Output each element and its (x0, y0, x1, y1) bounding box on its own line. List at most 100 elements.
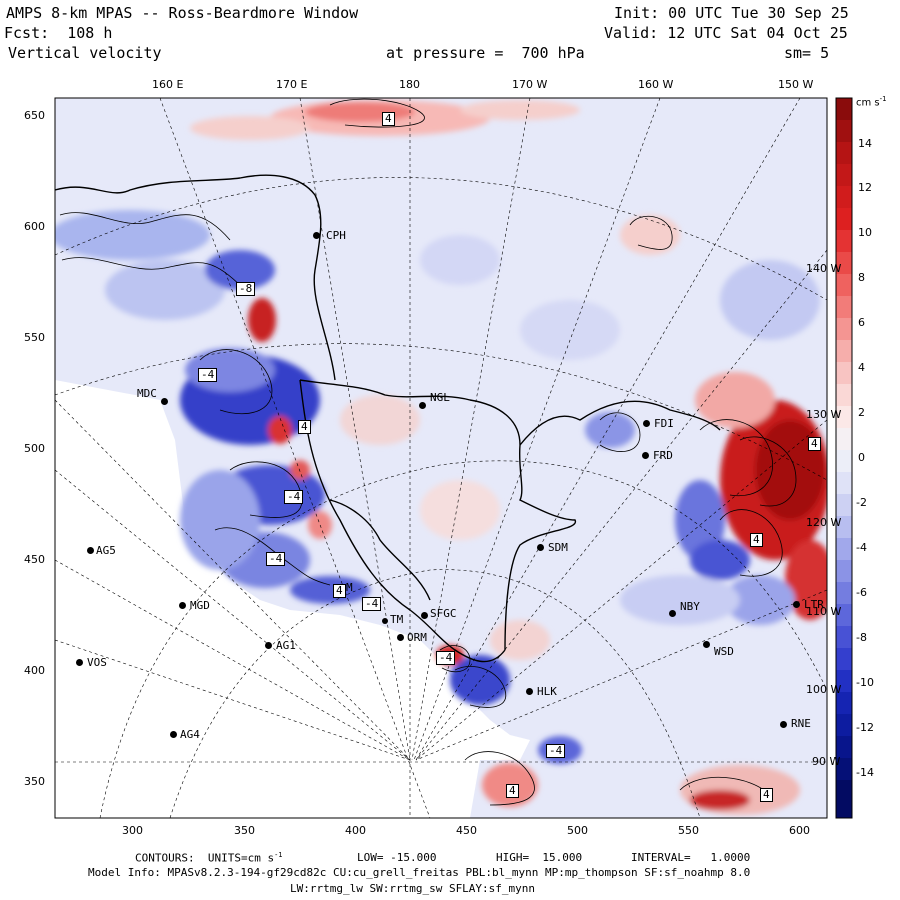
contours-low: LOW= -15.000 (357, 851, 437, 864)
colorbar-tick: -2 (856, 496, 867, 509)
station-label: SFGC (430, 607, 457, 620)
station-label: CPH (326, 229, 346, 242)
station-dot (780, 721, 787, 728)
station-label: LTR (804, 598, 824, 611)
station-dot (793, 601, 800, 608)
station-dot (382, 618, 388, 624)
station-label: HLK (537, 685, 557, 698)
station-label: VOS (87, 656, 107, 669)
bottom-axis-label: 400 (345, 824, 366, 837)
bottom-axis-label: 600 (789, 824, 810, 837)
no-data-region (55, 380, 530, 818)
contour-label: 4 (808, 437, 821, 451)
colorbar-tick: 0 (858, 451, 865, 464)
right-lon-label: 120 W (806, 516, 842, 529)
right-lon-label: 130 W (806, 408, 842, 421)
bottom-axis-label: 350 (234, 824, 255, 837)
station-dot (419, 402, 426, 409)
station-dot (313, 232, 320, 239)
bottom-axis-label: 500 (567, 824, 588, 837)
right-lon-label: 110 W (806, 605, 842, 618)
station-label: MDC (137, 387, 157, 400)
contour-label: -4 (362, 597, 382, 611)
colorbar-tick: 14 (858, 137, 872, 150)
plot-frame (54, 97, 828, 819)
station-dot (643, 420, 650, 427)
bottom-axis-label: 450 (456, 824, 477, 837)
right-lon-label: 100 W (806, 683, 842, 696)
colorbar-units: cm s-1 (856, 95, 887, 109)
colorbar-tick: -12 (856, 721, 874, 734)
top-axis-label: 180 (399, 78, 420, 91)
colorbar-tick: -14 (856, 766, 874, 779)
station-dot (179, 602, 186, 609)
contour-label: -4 (198, 368, 218, 382)
colorbar-tick: 10 (858, 226, 872, 239)
left-axis-label: 500 (24, 442, 45, 455)
top-axis-label: 150 W (778, 78, 814, 91)
model-info: Model Info: MPASv8.2.3-194-gf29cd82c CU:… (88, 866, 751, 879)
station-label: AG4 (180, 728, 200, 741)
colorbar-tick: -4 (856, 541, 867, 554)
left-axis-label: 400 (24, 664, 45, 677)
station-label: TM (390, 613, 404, 626)
station-dot (642, 452, 649, 459)
station-label: NGL (430, 391, 450, 404)
colorbar-tick: -8 (856, 631, 867, 644)
top-axis-label: 160 W (638, 78, 674, 91)
smoothing: sm= 5 (784, 44, 830, 62)
top-axis-label: 170 W (512, 78, 548, 91)
contour-label: -4 (546, 744, 566, 758)
station-label: AG5 (96, 544, 116, 557)
field-name: Vertical velocity (8, 44, 162, 62)
station-dot (669, 610, 676, 617)
station-label: AG1 (276, 639, 296, 652)
colorbar-tick: 2 (858, 406, 865, 419)
station-dot (526, 688, 533, 695)
contour-label: -4 (436, 651, 456, 665)
contour-label: 4 (382, 112, 395, 126)
station-label: NBY (680, 600, 700, 613)
contours-high: HIGH= 15.000 (496, 851, 583, 864)
bottom-axis-label: 300 (122, 824, 143, 837)
top-axis-label: 170 E (276, 78, 308, 91)
station-dot (703, 641, 710, 648)
left-axis-label: 550 (24, 331, 45, 344)
contour-label: 4 (333, 584, 346, 598)
station-dot (87, 547, 94, 554)
station-label: FDI (654, 417, 674, 430)
station-dot (397, 634, 404, 641)
right-lon-label: 90 W (812, 755, 841, 768)
valid-time: Valid: 12 UTC Sat 04 Oct 25 (604, 24, 848, 42)
init-time: Init: 00 UTC Tue 30 Sep 25 (614, 4, 849, 22)
contours-interval: INTERVAL= 1.0000 (631, 851, 751, 864)
contour-label: 4 (506, 784, 519, 798)
station-label: MGD (190, 599, 210, 612)
station-label: SDM (548, 541, 568, 554)
station-label: WSD (714, 645, 734, 658)
station-dot (421, 612, 428, 619)
colorbar (835, 97, 853, 819)
right-lon-label: 140 W (806, 262, 842, 275)
contour-label: 4 (298, 420, 311, 434)
station-dot (537, 544, 544, 551)
colorbar-tick: 4 (858, 361, 865, 374)
top-axis-label: 160 E (152, 78, 184, 91)
contour-label: 4 (760, 788, 773, 802)
pressure-level: at pressure = 700 hPa (386, 44, 585, 62)
contour-label: -8 (236, 282, 256, 296)
bottom-axis-label: 550 (678, 824, 699, 837)
colorbar-tick: 6 (858, 316, 865, 329)
station-dot (265, 642, 272, 649)
left-axis-label: 350 (24, 775, 45, 788)
model-info-physics: LW:rrtmg_lw SW:rrtmg_sw SFLAY:sf_mynn (290, 882, 536, 895)
station-label: M (346, 581, 353, 594)
colorbar-tick: 12 (858, 181, 872, 194)
station-label: FRD (653, 449, 673, 462)
left-axis-label: 450 (24, 553, 45, 566)
contours-units: CONTOURS: UNITS=cm s-1 (135, 851, 283, 865)
station-dot (170, 731, 177, 738)
colorbar-tick: 8 (858, 271, 865, 284)
contour-label: 4 (750, 533, 763, 547)
